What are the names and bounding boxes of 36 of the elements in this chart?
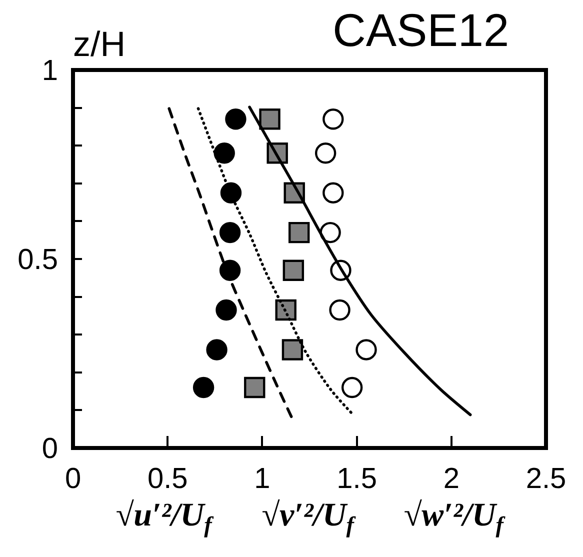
x-tick-label: 1: [254, 463, 270, 495]
point: [216, 299, 237, 321]
point: [219, 260, 241, 281]
point: [225, 108, 246, 130]
y-axis-title: z/H: [73, 25, 126, 64]
chart-title: CASE12: [332, 4, 510, 56]
point: [244, 376, 266, 398]
x-tick-label: 0.5: [147, 463, 188, 495]
x-tick-label: 2: [443, 463, 460, 495]
point: [214, 142, 235, 164]
point: [322, 108, 344, 130]
point: [314, 142, 336, 164]
point: [206, 339, 228, 360]
point: [220, 182, 242, 204]
point: [219, 222, 241, 244]
line-series: [248, 106, 472, 416]
y-tick-label: 1: [42, 55, 58, 88]
x-tick-label: 2.5: [526, 463, 566, 495]
x-tick-label: 0: [64, 463, 82, 495]
point: [288, 222, 310, 244]
y-tick-label: 0: [42, 433, 58, 466]
point: [320, 222, 341, 244]
point: [259, 108, 280, 130]
point: [356, 339, 377, 360]
line-series: [168, 107, 293, 418]
point: [322, 182, 344, 204]
point: [282, 339, 304, 360]
y-tick-label: 0.5: [18, 244, 58, 276]
point: [341, 376, 363, 398]
point: [282, 260, 304, 281]
point: [192, 376, 214, 398]
line-series: [196, 107, 354, 416]
x-tick-label: 1.5: [336, 463, 377, 495]
point: [329, 299, 350, 321]
point: [275, 299, 296, 321]
text: √u′²/U$_{f}$ √v′²/U$_{f}$ √w′²/U$_{f}$: [116, 498, 504, 538]
